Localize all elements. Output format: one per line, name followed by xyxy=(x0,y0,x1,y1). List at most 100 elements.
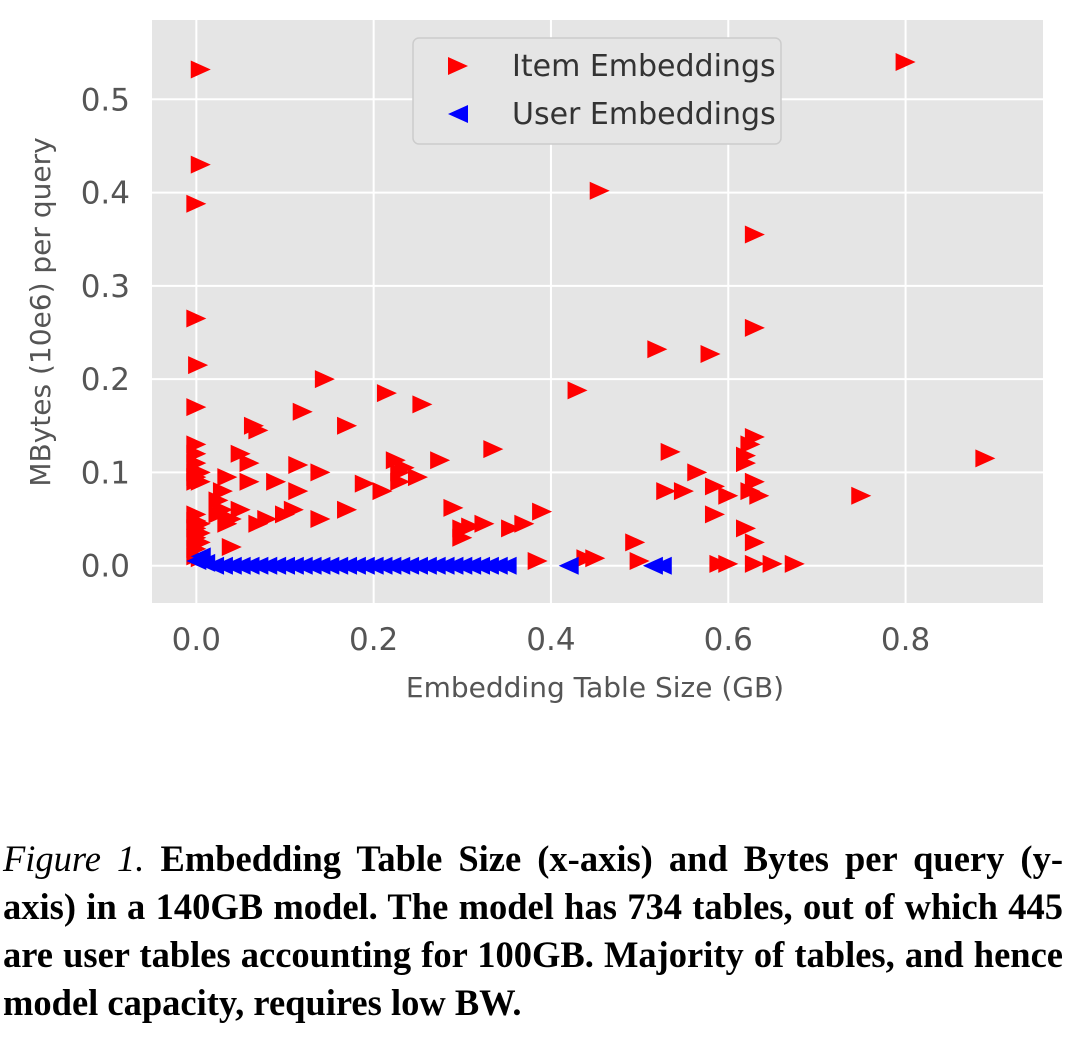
y-tick-label: 0.0 xyxy=(81,549,130,585)
data-point xyxy=(673,482,694,501)
data-point xyxy=(736,454,756,473)
data-point xyxy=(461,517,482,536)
data-point xyxy=(687,463,708,482)
data-point xyxy=(744,318,765,337)
data-point xyxy=(704,477,725,496)
data-point xyxy=(625,533,646,552)
data-point xyxy=(372,482,393,501)
data-point xyxy=(496,556,517,575)
data-point xyxy=(851,486,872,505)
data-point xyxy=(239,472,260,491)
data-point xyxy=(704,505,725,524)
data-point xyxy=(443,498,464,517)
data-point xyxy=(784,554,805,573)
series-user-embeddings xyxy=(186,547,672,575)
data-point xyxy=(736,519,756,538)
x-tick-label: 0.2 xyxy=(349,622,398,658)
data-point xyxy=(186,398,207,417)
data-point xyxy=(744,554,765,573)
data-point xyxy=(394,458,415,477)
data-point xyxy=(283,500,304,519)
data-point xyxy=(412,395,433,414)
data-point xyxy=(749,486,770,505)
data-point xyxy=(589,181,610,200)
legend-label-user: User Embeddings xyxy=(512,97,776,132)
data-point xyxy=(762,554,783,573)
data-point xyxy=(230,444,251,463)
x-tick-labels: 0.0 0.2 0.4 0.6 0.8 xyxy=(172,622,931,658)
data-point xyxy=(190,60,211,79)
data-point xyxy=(288,482,309,501)
data-point xyxy=(186,309,207,328)
data-point xyxy=(288,455,309,474)
legend-marker-user xyxy=(448,105,468,123)
data-point xyxy=(718,486,739,505)
data-point xyxy=(647,340,668,359)
data-point xyxy=(407,468,428,487)
y-tick-label: 0.5 xyxy=(81,82,130,118)
data-point xyxy=(190,155,211,174)
y-tick-label: 0.1 xyxy=(81,455,130,491)
data-point xyxy=(337,416,358,435)
data-point xyxy=(744,533,765,552)
data-point xyxy=(744,225,765,244)
figure-caption: Figure 1. Embedding Table Size (x-axis) … xyxy=(3,835,1063,1027)
y-tick-label: 0.2 xyxy=(81,362,130,398)
legend: Item Embeddings User Embeddings xyxy=(412,37,782,145)
data-point xyxy=(266,472,287,491)
y-tick-label: 0.4 xyxy=(81,176,130,212)
data-points xyxy=(186,52,996,575)
data-point xyxy=(190,472,211,491)
data-point xyxy=(744,427,765,446)
data-point xyxy=(744,472,765,491)
y-axis-label: MBytes (10e6) per query xyxy=(24,137,57,486)
data-point xyxy=(651,556,672,575)
data-point xyxy=(354,474,375,493)
data-point xyxy=(188,356,209,375)
data-point xyxy=(514,514,535,533)
legend-label-item: Item Embeddings xyxy=(512,49,776,84)
data-point xyxy=(532,502,553,521)
data-point xyxy=(257,510,278,529)
data-point xyxy=(212,482,233,501)
data-point xyxy=(567,381,588,400)
data-point xyxy=(230,500,251,519)
data-point xyxy=(585,549,606,568)
data-point xyxy=(527,552,548,571)
data-point xyxy=(376,384,397,403)
data-point xyxy=(239,454,260,473)
scatter-chart: 0.0 0.2 0.4 0.6 0.8 0.0 0.1 0.2 0.3 0.4 0.5 Embed… xyxy=(24,20,1043,704)
x-tick-label: 0.0 xyxy=(172,622,221,658)
data-point xyxy=(483,440,504,459)
data-point xyxy=(314,370,335,389)
data-point xyxy=(558,556,579,575)
data-point xyxy=(248,421,269,440)
data-point xyxy=(217,468,238,487)
data-point xyxy=(474,514,495,533)
data-point xyxy=(310,463,331,482)
y-tick-label: 0.3 xyxy=(81,269,130,305)
data-point xyxy=(221,538,242,557)
x-axis-label: Embedding Table Size (GB) xyxy=(406,671,784,704)
data-point xyxy=(452,528,473,547)
data-point xyxy=(629,552,650,571)
data-point xyxy=(390,472,411,491)
x-tick-label: 0.4 xyxy=(526,622,575,658)
data-point xyxy=(292,402,313,421)
legend-marker-item xyxy=(448,57,468,75)
data-point xyxy=(895,52,916,71)
data-point xyxy=(700,344,721,363)
x-tick-label: 0.8 xyxy=(881,622,930,658)
data-point xyxy=(310,510,331,529)
data-point xyxy=(660,442,681,461)
x-tick-label: 0.6 xyxy=(704,622,753,658)
data-point xyxy=(186,194,207,213)
chart-svg: 0.0 0.2 0.4 0.6 0.8 0.0 0.1 0.2 0.3 0.4 0.5 Embed… xyxy=(24,20,1043,704)
data-point xyxy=(208,505,229,524)
data-point xyxy=(217,514,238,533)
caption-lead: Figure 1. xyxy=(3,838,145,879)
legend-box xyxy=(412,37,782,145)
data-point xyxy=(975,449,996,468)
data-point xyxy=(718,554,739,573)
y-tick-labels: 0.0 0.1 0.2 0.3 0.4 0.5 xyxy=(81,82,130,584)
